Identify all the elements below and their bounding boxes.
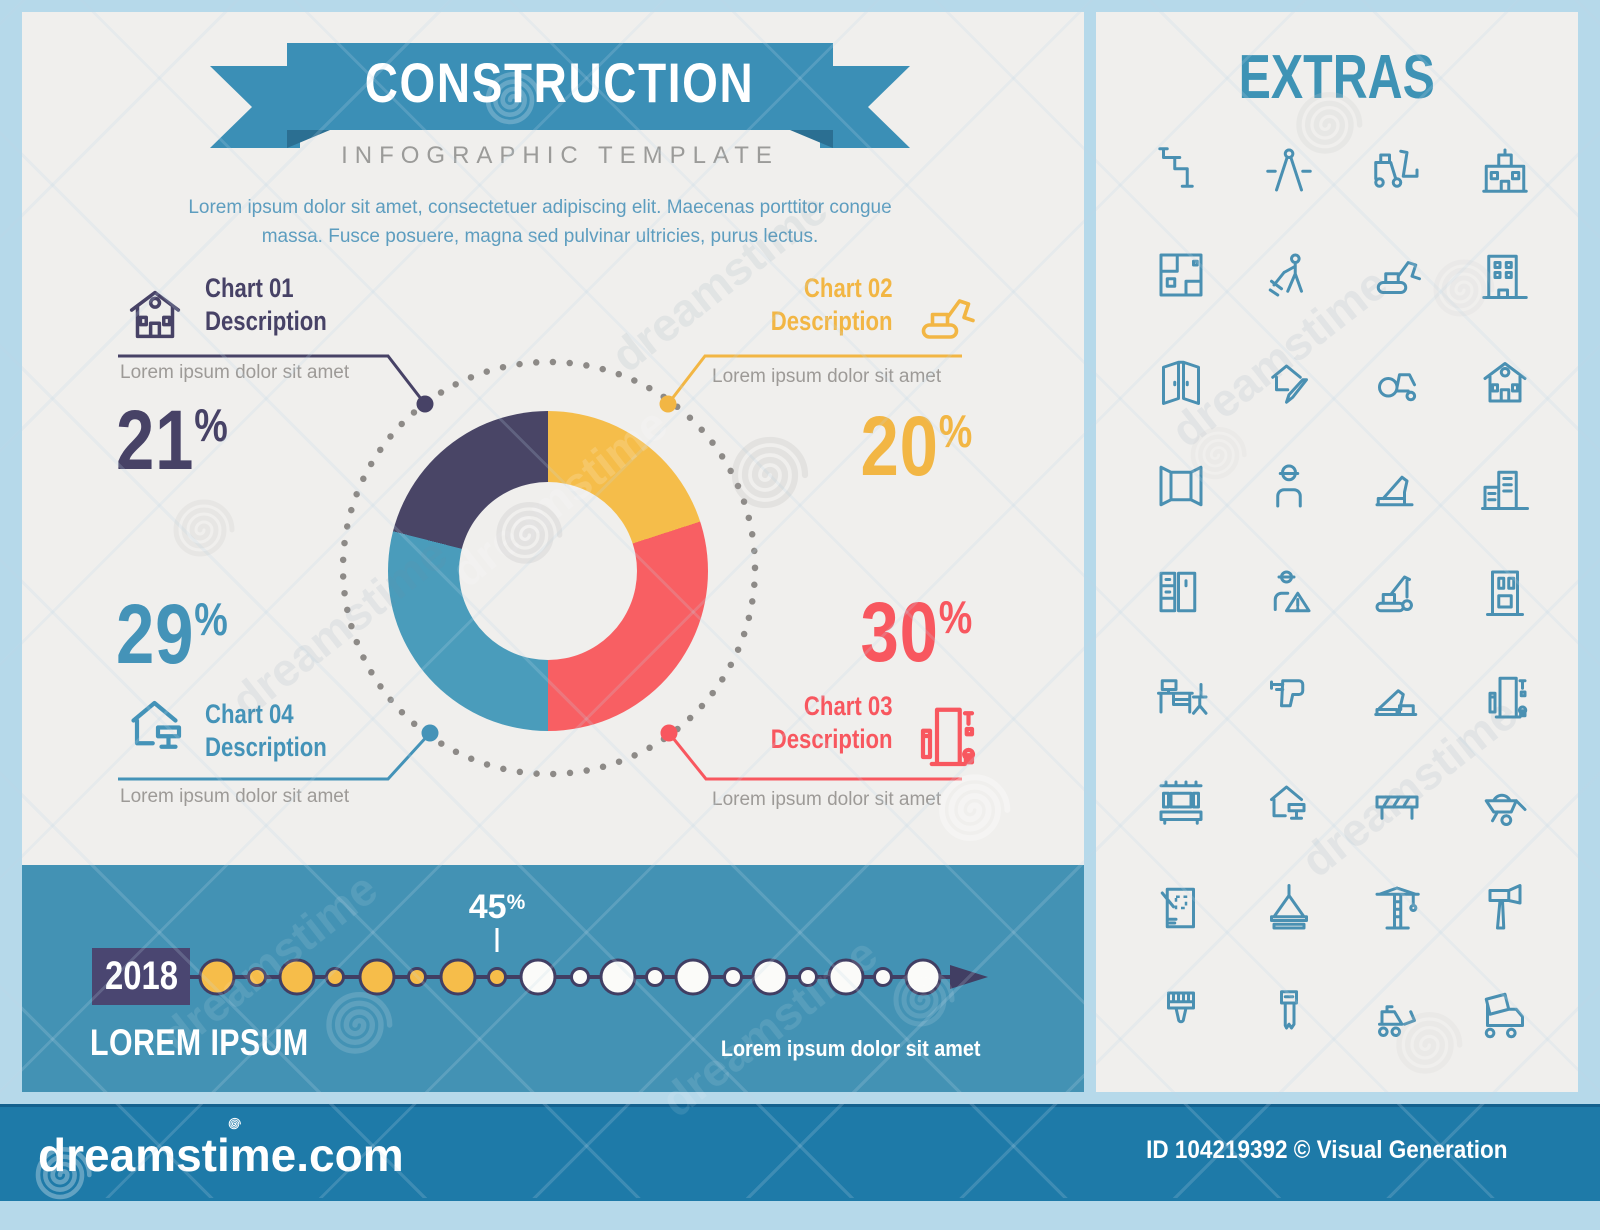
ribbon-band	[287, 43, 833, 130]
callout-4-title-line2: Description	[205, 732, 327, 762]
page-subtitle: INFOGRAPHIC TEMPLATE	[341, 142, 779, 169]
callout-3-caption: Lorem ipsum dolor sit amet	[712, 789, 942, 810]
percent-chart-01: 21%	[116, 393, 228, 487]
forklift-icon	[1367, 140, 1427, 200]
footer-bar	[0, 1104, 1600, 1201]
house-icon	[1475, 351, 1535, 411]
callout-1-title-line2: Description	[205, 306, 327, 336]
bulldozer-icon	[1367, 983, 1427, 1043]
callout-2-caption: Lorem ipsum dolor sit amet	[712, 366, 942, 387]
excavator-icon	[1367, 245, 1427, 305]
road-roller-icon	[1367, 351, 1427, 411]
callout-3-title: Chart 03 Description	[771, 690, 893, 756]
house-blueprint-icon	[1259, 351, 1319, 411]
house-icon	[118, 278, 192, 348]
wrecking-ball-crane-icon	[1367, 562, 1427, 622]
door-icon	[1475, 562, 1535, 622]
compass-icon	[1259, 140, 1319, 200]
percent-chart-02: 20%	[860, 399, 972, 493]
timeline-year: 2018	[104, 954, 178, 998]
open-window-icon	[1151, 456, 1211, 516]
callout-2-title-line1: Chart 02	[804, 273, 893, 303]
image-id-credit: ID 104219392 © Visual Generation	[1146, 1136, 1508, 1164]
timeline-marker-label: 45%	[468, 888, 526, 926]
page-title: CONSTRUCTION	[365, 51, 755, 114]
callout-4-title-line1: Chart 04	[205, 699, 294, 729]
hand-saw-icon	[1259, 983, 1319, 1043]
tv-stand-icon	[1151, 772, 1211, 832]
floor-plan-icon	[1151, 245, 1211, 305]
callout-4-caption: Lorem ipsum dolor sit amet	[120, 786, 350, 807]
crane-truck-icon	[1367, 456, 1427, 516]
house-roller-icon	[1259, 772, 1319, 832]
door-tools-icon	[1475, 667, 1535, 727]
timeline-year-box: 2018	[92, 948, 190, 1005]
intro-paragraph: Lorem ipsum dolor sit amet, consectetuer…	[140, 193, 940, 251]
pipes-icon	[1151, 140, 1211, 200]
callout-3-title-line2: Description	[771, 724, 893, 754]
extras-title: EXTRAS	[1238, 43, 1436, 112]
crane-hook-load-icon	[1259, 878, 1319, 938]
excavator-icon	[904, 280, 988, 352]
callout-1-caption: Lorem ipsum dolor sit amet	[120, 362, 350, 383]
callout-4-title: Chart 04 Description	[205, 698, 327, 764]
concrete-mixer-icon	[1475, 983, 1535, 1043]
intro-line-1: Lorem ipsum dolor sit amet, consectetuer…	[188, 197, 892, 218]
construction-worker-icon	[1259, 456, 1319, 516]
jackhammer-worker-icon	[1259, 245, 1319, 305]
dreamstime-logo: dreamstime.com	[38, 1129, 404, 1181]
mobile-crane-icon	[1367, 667, 1427, 727]
intro-line-2: massa. Fusce posuere, magna sed pulvinar…	[261, 226, 819, 247]
door-tools-icon	[902, 694, 986, 778]
callout-1-title: Chart 01 Description	[205, 272, 327, 338]
house-roller-icon	[116, 682, 200, 766]
apartment-building-icon	[1475, 245, 1535, 305]
callout-2-title: Chart 02 Description	[771, 272, 893, 338]
callout-2-title-line2: Description	[771, 306, 893, 336]
school-icon	[1475, 140, 1535, 200]
callout-3-title-line1: Chart 03	[804, 691, 893, 721]
wheelbarrow-icon	[1475, 772, 1535, 832]
timeline-label: LOREM IPSUM	[90, 1022, 309, 1063]
percent-chart-03: 30%	[860, 585, 972, 679]
double-doors-icon	[1151, 351, 1211, 411]
blueprint-pencil-icon	[1151, 878, 1211, 938]
donut-chart-hole	[459, 482, 637, 660]
worker-warning-icon	[1259, 562, 1319, 622]
hammer-icon	[1475, 878, 1535, 938]
paint-brush-icon	[1151, 983, 1211, 1043]
road-barrier-icon	[1367, 772, 1427, 832]
percent-chart-04: 29%	[116, 587, 228, 681]
city-buildings-icon	[1475, 456, 1535, 516]
drill-icon	[1259, 667, 1319, 727]
cabinets-icon	[1151, 562, 1211, 622]
office-desk-icon	[1151, 667, 1211, 727]
infographic-page: { "header": { "ribbon_title": "CONSTRUCT…	[0, 0, 1600, 1201]
tower-crane-icon	[1367, 878, 1427, 938]
timeline-caption: Lorem ipsum dolor sit amet	[720, 1036, 980, 1061]
callout-1-title-line1: Chart 01	[205, 273, 294, 303]
